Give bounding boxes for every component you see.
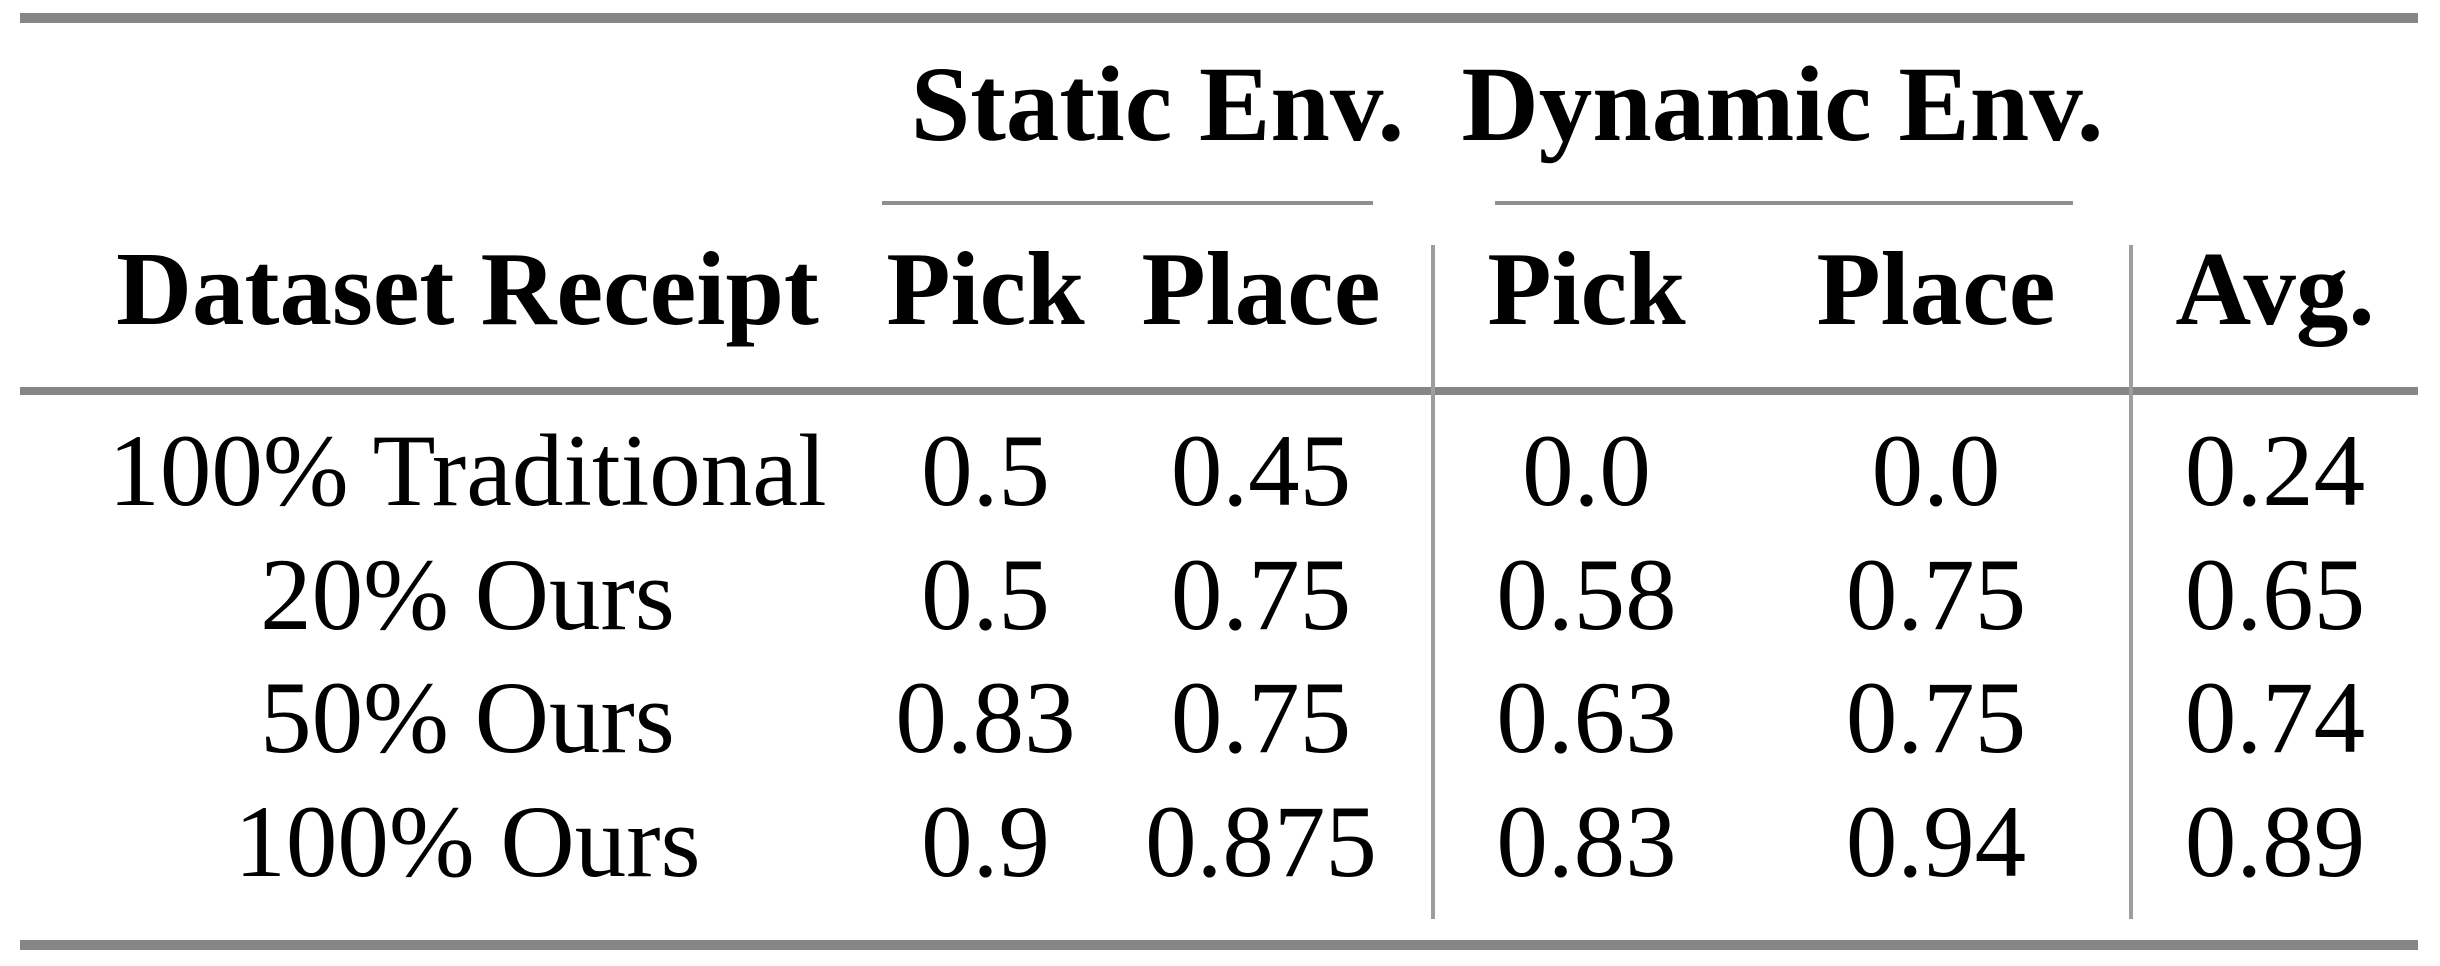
value-cell: 0.75 (1845, 538, 2027, 652)
value-cell: 0.9 (921, 785, 1050, 899)
column-header-row: Dataset Receipt Pick Place Pick Place Av… (20, 236, 2418, 341)
value-cell: 0.75 (1170, 661, 1352, 775)
row-label: 50% Ours (260, 661, 675, 775)
value-cell: 0.58 (1496, 538, 1677, 652)
table-top-rule (20, 13, 2418, 23)
row-label: 20% Ours (260, 538, 675, 652)
dynamic-env-cmidrule (1495, 201, 2073, 205)
value-cell: 0.75 (1845, 661, 2027, 775)
column-header-dataset-receipt: Dataset Receipt (116, 230, 819, 347)
table-row: 100% Traditional 0.5 0.45 0.0 0.0 0.24 (20, 410, 2418, 533)
value-cell: 0.875 (1145, 785, 1377, 899)
value-cell: 0.83 (1496, 785, 1677, 899)
column-header-dynamic-pick: Pick (1487, 230, 1686, 347)
value-cell: 0.24 (2184, 414, 2366, 528)
group-header-static-env: Static Env. (910, 46, 1405, 164)
value-cell: 0.0 (1522, 414, 1651, 528)
value-cell: 0.75 (1170, 538, 1352, 652)
row-label: 100% Ours (234, 785, 701, 899)
table-row: 20% Ours 0.5 0.75 0.58 0.75 0.65 (20, 534, 2418, 657)
column-header-static-pick: Pick (886, 230, 1085, 347)
value-cell: 0.83 (895, 661, 1076, 775)
static-env-cmidrule (882, 201, 1373, 205)
value-cell: 0.5 (921, 538, 1050, 652)
table-row: 100% Ours 0.9 0.875 0.83 0.94 0.89 (20, 781, 2418, 904)
value-cell: 0.74 (2184, 661, 2366, 775)
value-cell: 0.65 (2184, 538, 2366, 652)
table-bottom-rule (20, 940, 2418, 950)
column-header-dynamic-place: Place (1816, 230, 2056, 347)
column-header-static-place: Place (1141, 230, 1381, 347)
vertical-rule-dynamic-avg (2129, 245, 2133, 919)
value-cell: 0.0 (1871, 414, 2001, 528)
group-header-dynamic-env: Dynamic Env. (1461, 46, 2104, 164)
column-header-avg: Avg. (2175, 230, 2375, 347)
value-cell: 0.63 (1496, 661, 1677, 775)
table-row: 50% Ours 0.83 0.75 0.63 0.75 0.74 (20, 657, 2418, 780)
value-cell: 0.45 (1170, 414, 1352, 528)
value-cell: 0.89 (2184, 785, 2366, 899)
vertical-rule-static-dynamic (1431, 245, 1435, 919)
value-cell: 0.5 (921, 414, 1050, 528)
value-cell: 0.94 (1845, 785, 2027, 899)
table-mid-rule (20, 387, 2418, 395)
row-label: 100% Traditional (108, 414, 827, 528)
